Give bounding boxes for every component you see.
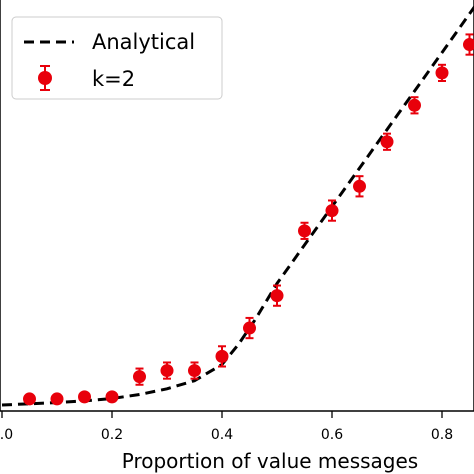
marker (215, 349, 229, 363)
marker (105, 390, 119, 404)
x-axis-label: Proportion of value messages (122, 449, 418, 473)
k2-points-layer (23, 33, 474, 406)
marker (435, 66, 449, 80)
x-tick-label: 0.8 (431, 427, 453, 443)
data-point (188, 361, 201, 380)
marker (463, 38, 474, 52)
data-point (325, 199, 339, 222)
marker (408, 98, 421, 112)
data-point (133, 367, 146, 386)
marker (243, 321, 256, 335)
marker (380, 135, 394, 149)
marker (298, 224, 311, 238)
plot-area (0, 0, 474, 412)
x-tick-label: 0.0 (0, 427, 13, 443)
x-tick-label: 0.4 (211, 427, 233, 443)
plot-frame (0, 0, 474, 412)
data-point (160, 361, 174, 380)
data-point (435, 63, 449, 82)
marker (325, 204, 339, 218)
data-point (353, 175, 366, 198)
marker (270, 289, 284, 303)
data-point (270, 284, 284, 307)
marker (50, 392, 64, 406)
data-point (23, 392, 36, 406)
marker (353, 179, 366, 193)
x-tick-label: 0.2 (101, 427, 123, 443)
data-point (298, 221, 311, 240)
data-point (463, 33, 474, 56)
data-point (243, 316, 256, 340)
x-axis-ticks: 0.0 0.2 0.4 0.6 0.8 (0, 411, 453, 443)
marker (133, 370, 146, 384)
data-point (380, 132, 394, 151)
legend-analytical-label: Analytical (92, 30, 195, 54)
legend-k2-swatch (38, 65, 52, 91)
marker (78, 390, 91, 404)
data-point (50, 392, 64, 406)
legend: Analytical k=2 (11, 16, 223, 100)
marker (188, 364, 201, 378)
legend-k2-label: k=2 (92, 67, 135, 91)
data-point (408, 96, 421, 115)
data-point (78, 390, 91, 404)
legend-box (11, 16, 223, 100)
data-point (215, 345, 229, 368)
marker (23, 392, 36, 406)
x-tick-label: 0.6 (321, 427, 343, 443)
marker (160, 364, 174, 378)
data-point (105, 390, 119, 404)
